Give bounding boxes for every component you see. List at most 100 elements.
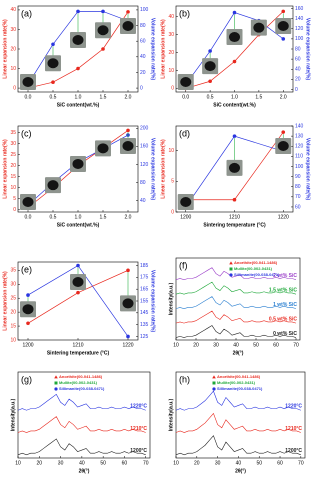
y-tick-label: 0	[171, 209, 174, 215]
sample-pellet	[22, 304, 34, 315]
sample-pellet	[122, 298, 134, 309]
xrd-pattern	[17, 438, 146, 456]
data-point	[232, 134, 237, 138]
y2-tick-label: 40	[140, 54, 146, 60]
x-tick-label: 2.0	[125, 94, 132, 100]
legend-marker	[212, 387, 216, 391]
data-point	[76, 66, 80, 71]
x-axis-title: SiC content(wt.%)	[57, 102, 100, 108]
sample-pellet	[47, 180, 59, 191]
y2-tick-label: 60	[295, 204, 301, 210]
sample-pellet	[72, 158, 84, 169]
x-tick-label: 20	[194, 460, 200, 466]
y2-axis-title: Volume expansion rate(%)	[150, 138, 156, 200]
y-tick-label: 10	[10, 185, 16, 191]
panel-label: (e)	[21, 264, 32, 274]
x-tick-label: 50	[256, 460, 262, 466]
legend-marker	[54, 381, 58, 385]
legend-label: Sillimanite(00-038-0471)	[217, 386, 263, 391]
x-tick-label: 20	[193, 342, 199, 348]
x-axis-title: Sintering temperature (°C)	[47, 350, 110, 356]
x-tick-label: 1.5	[100, 214, 107, 220]
y2-tick-label: 110	[295, 154, 303, 160]
y2-tick-label: 40	[295, 67, 301, 73]
panel: 10 20 30 40 50 60 70 2θ(°) (h) Intensity(a.u.) 122…	[168, 371, 306, 474]
x-axis-title: SiC content(wt.%)	[57, 222, 100, 228]
x-tick-label: 1.0	[75, 94, 82, 100]
legend-label: Anorthite(00-041-1486)	[234, 260, 278, 265]
y-tick-label: 15	[10, 323, 16, 329]
x-axis-title: Sintering temperature (°C)	[203, 222, 266, 228]
x-tick-label: 0.0	[25, 214, 32, 220]
x-tick-label: 0.5	[207, 94, 214, 100]
x-tick-label: 30	[58, 460, 64, 466]
y-tick-label: 10	[168, 148, 174, 154]
legend-marker	[229, 261, 233, 265]
x-tick-label: 1220	[278, 214, 289, 220]
plot-frame	[175, 371, 306, 459]
y-axis-title: Linear expansion rate(%)	[160, 139, 166, 199]
panel: 0.0 0.5 1.0 1.5 2.0 SiC content(wt.%) (b) 0 10 20…	[160, 5, 311, 108]
pattern-label: 1210°C	[130, 426, 147, 432]
y2-tick-label: 160	[140, 144, 149, 150]
data-point	[51, 42, 55, 47]
y2-tick-label: 185	[140, 263, 149, 269]
x-tick-label: 50	[100, 460, 106, 466]
data-point	[232, 10, 237, 15]
y-axis-title: Linear expansion rate(%)	[2, 19, 8, 79]
data-point	[281, 130, 286, 134]
y-tick-label: 5	[13, 196, 16, 202]
x-tick-label: 2.0	[125, 214, 132, 220]
y-tick-label: 0	[13, 207, 16, 213]
x-axis-title: 2θ(°)	[235, 468, 246, 474]
y-axis-title: Intensity(a.u.)	[10, 398, 16, 431]
y2-tick-label: 90	[295, 174, 301, 180]
y-tick-label: 35	[10, 268, 16, 274]
x-tick-label: 0.5	[50, 214, 57, 220]
y2-tick-label: 80	[295, 184, 301, 190]
y2-tick-label: 100	[295, 164, 304, 170]
xrd-pattern	[175, 267, 297, 281]
xrd-pattern	[17, 416, 146, 433]
y-axis-title: Intensity(a.u.)	[168, 398, 174, 431]
y2-tick-label: 40	[140, 198, 146, 204]
pattern-label: 0 wt% SiC	[273, 331, 297, 337]
y-tick-label: 15	[10, 174, 16, 180]
pattern-label: 2 wt% SiC	[273, 273, 297, 279]
x-tick-label: 1210	[72, 342, 83, 348]
y2-tick-label: 0	[140, 85, 143, 91]
y2-axis-title: Volume expansion rate(%)	[150, 18, 156, 80]
y-tick-label: 20	[168, 50, 174, 56]
pattern-label: 1 wt% SiC	[273, 302, 297, 308]
y2-tick-label: 80	[140, 180, 146, 186]
y-tick-label: 10	[168, 68, 174, 74]
y-tick-label: 10	[10, 337, 16, 343]
panel: 0.0 0.5 1.0 1.5 2.0 SiC content(wt.%) (c) 0 5 10 1…	[2, 126, 155, 229]
sample-pellet	[229, 162, 240, 173]
y-tick-label: 0	[171, 86, 174, 92]
data-point	[281, 9, 286, 14]
panel-label: (d)	[179, 128, 190, 138]
x-tick-label: 2.0	[280, 94, 287, 100]
figure: 0.0 0.5 1.0 1.5 2.0 SiC content(wt.%) (a) 0 10 20…	[2, 5, 311, 474]
plot-frame	[175, 257, 301, 341]
x-tick-label: 10	[173, 460, 179, 466]
y-tick-label: 20	[10, 309, 16, 315]
y-tick-label: 10	[10, 66, 16, 72]
x-tick-label: 1.0	[231, 94, 238, 100]
sample-pellet	[97, 25, 109, 36]
y2-axis-title: Volume expansion rate(%)	[305, 138, 311, 200]
xrd-pattern	[175, 412, 301, 433]
x-tick-label: 70	[298, 460, 304, 466]
legend-marker	[212, 375, 216, 379]
y2-tick-label: 160	[295, 6, 304, 12]
sample-pellet	[204, 61, 216, 72]
pattern-label: 1.5 wt% SiC	[269, 288, 297, 294]
panel: 10 20 30 40 50 60 70 2θ(°) (f) Intensity(a.u.) 2 w…	[168, 257, 301, 356]
x-tick-label: 60	[273, 342, 279, 348]
legend-marker	[229, 267, 233, 271]
y2-tick-label: 60	[140, 39, 146, 45]
sample-pellet	[47, 58, 59, 69]
xrd-pattern	[175, 281, 297, 295]
